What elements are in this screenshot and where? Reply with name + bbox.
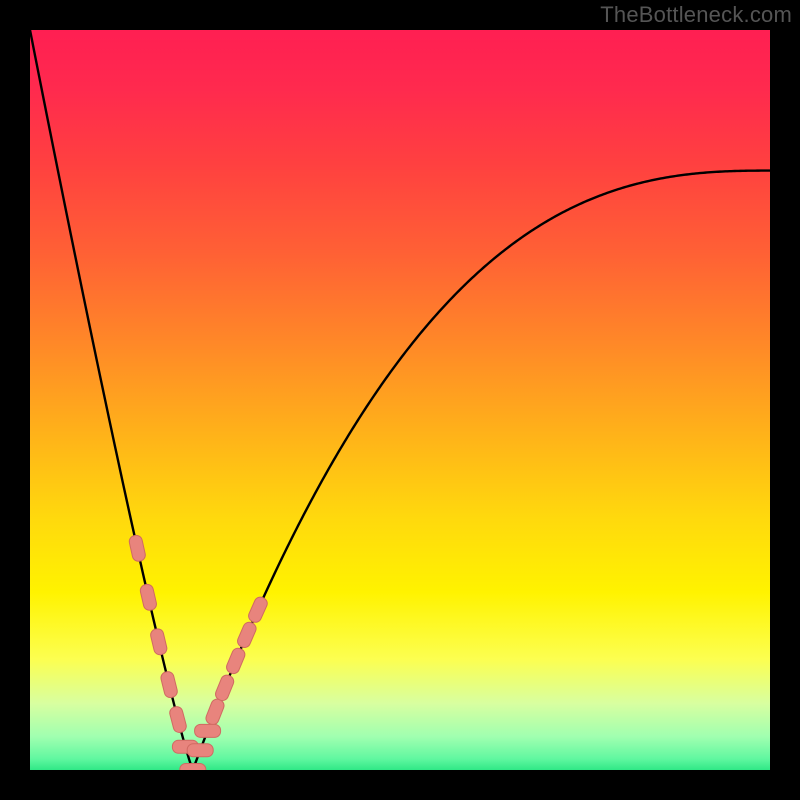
curve-marker <box>214 673 236 702</box>
plot-area <box>30 30 770 770</box>
curve-marker <box>236 620 258 649</box>
curve-marker <box>168 705 187 733</box>
watermark-text: TheBottleneck.com <box>600 2 792 28</box>
curve-marker <box>128 534 146 562</box>
outer-frame <box>0 0 800 800</box>
curve-marker <box>187 744 213 757</box>
curve-marker <box>195 724 221 737</box>
curve-marker <box>149 628 168 656</box>
curve-marker <box>180 764 206 771</box>
curve-marker <box>139 583 157 611</box>
curve-marker <box>247 595 270 624</box>
curve-marker <box>204 697 226 726</box>
curve-marker <box>225 646 247 675</box>
bottleneck-curve <box>30 30 770 770</box>
curve-path <box>30 30 770 770</box>
marker-group <box>128 534 269 770</box>
curve-marker <box>160 670 179 698</box>
